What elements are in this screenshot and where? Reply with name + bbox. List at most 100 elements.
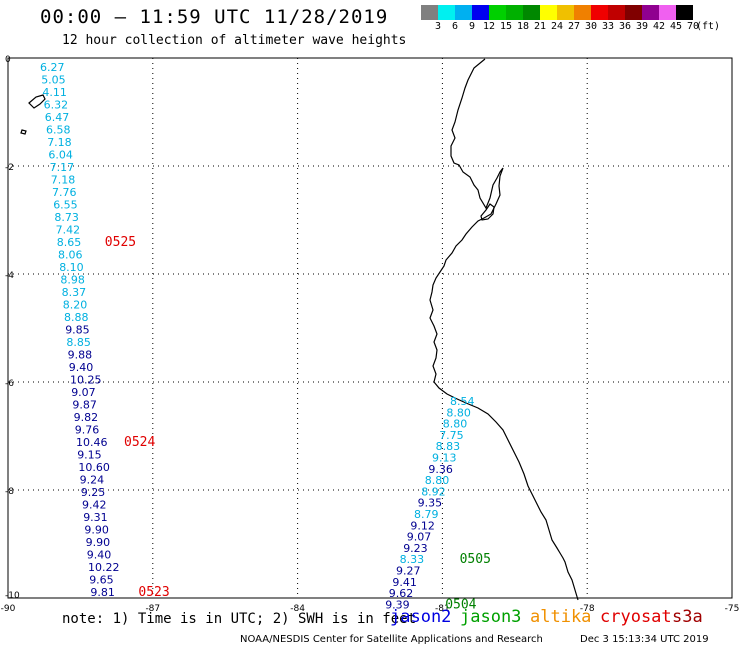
map-border: [7, 57, 733, 599]
legend-label: 27: [567, 21, 581, 32]
wave-height-value: 9.35: [418, 497, 443, 510]
satellite-altika: altika: [530, 607, 592, 627]
x-tick-label: -87: [145, 604, 160, 614]
wave-height-value: 6.27: [40, 61, 65, 74]
wave-height-value: 8.10: [59, 261, 83, 274]
wave-height-value: 10.22: [88, 561, 120, 574]
satellite-jason3: jason3: [460, 607, 522, 627]
wave-height-value: 9.82: [74, 411, 99, 424]
wave-height-value: 5.05: [41, 74, 65, 87]
x-tick-label: -90: [1, 604, 16, 614]
legend-label: 45: [669, 21, 683, 32]
wave-height-value: 8.65: [57, 236, 82, 249]
wave-height-value: 9.07: [407, 531, 432, 544]
wave-height-value: 6.47: [45, 111, 70, 124]
legend-swatch: [489, 5, 506, 20]
legend-label: (ft): [696, 21, 721, 32]
legend-label: 18: [516, 21, 530, 32]
color-legend-labels: 3 6 9 12 15 18 21 24 27 30 33 36 39 42 45 70 (ft): [421, 21, 740, 35]
galapagos-islet: [20, 129, 27, 135]
timestamp-text: Dec 3 15:13:34 UTC 2019: [580, 634, 709, 645]
wave-height-value: 8.98: [60, 274, 85, 287]
wave-height-value: 8.80: [443, 418, 468, 431]
wave-height-value: 9.23: [403, 542, 428, 555]
wave-height-value: 8.83: [436, 440, 461, 453]
wave-height-value: 6.58: [46, 124, 71, 137]
legend-swatch: [438, 5, 455, 20]
satellite-cryosat: cryosat: [600, 607, 672, 627]
wave-height-value: 6.32: [44, 99, 69, 112]
coastline: [20, 58, 579, 601]
legend-swatch: [540, 5, 557, 20]
wave-height-value: 8.80: [446, 406, 471, 419]
wave-height-value: 10.25: [70, 374, 102, 387]
wave-height-value: 9.15: [77, 449, 102, 462]
satellite-jason2: jason2: [390, 607, 452, 627]
y-tick-label: -8: [5, 487, 14, 497]
wave-height-value: 9.90: [84, 524, 109, 537]
wave-height-value: 9.62: [389, 587, 414, 600]
legend-label: 42: [652, 21, 666, 32]
wave-height-value: 9.24: [80, 474, 105, 487]
wave-height-value: 9.27: [396, 565, 421, 578]
legend-label: 36: [618, 21, 632, 32]
wave-height-value: 7.76: [52, 186, 77, 199]
wave-height-value: 8.92: [421, 485, 446, 498]
wave-height-value: 9.87: [72, 399, 97, 412]
wave-height-value: 7.18: [47, 136, 71, 149]
wave-height-value: 9.41: [392, 576, 417, 589]
wave-height-value: 6.04: [48, 149, 73, 162]
pass-time-label: 0523: [138, 585, 169, 600]
legend-label: 3: [434, 21, 442, 32]
legend-swatch: [659, 5, 676, 20]
legend-label: 24: [550, 21, 564, 32]
x-tick-label: -75: [725, 604, 740, 614]
wave-height-value: 10.46: [76, 436, 108, 449]
wave-height-value: 4.11: [42, 86, 67, 99]
legend-label: 30: [584, 21, 598, 32]
wave-height-value: 7.75: [439, 429, 464, 442]
wave-height-value: 8.79: [414, 508, 439, 521]
wave-height-value: 9.90: [86, 536, 111, 549]
map-subtitle: 12 hour collection of altimeter wave hei…: [62, 33, 407, 48]
color-legend: [421, 5, 693, 20]
legend-swatch: [557, 5, 574, 20]
wave-height-value: 9.42: [82, 499, 107, 512]
wave-height-value: 7.18: [51, 174, 76, 187]
wave-height-value: 7.17: [50, 161, 75, 174]
wave-height-value: 9.07: [71, 386, 96, 399]
wave-height-value: 8.37: [62, 286, 87, 299]
legend-label: 12: [482, 21, 496, 32]
x-tick-label: -78: [580, 604, 595, 614]
wave-height-value: 9.39: [385, 598, 410, 611]
credit-text: NOAA/NESDIS Center for Satellite Applica…: [240, 634, 543, 645]
legend-label: 33: [601, 21, 615, 32]
wave-height-value: 6.55: [53, 199, 77, 212]
map-title: 00:00 – 11:59 UTC 11/28/2019: [40, 6, 389, 28]
wave-height-value: 9.25: [81, 486, 106, 499]
legend-swatch: [676, 5, 693, 20]
legend-swatch: [421, 5, 438, 20]
right-altimeter-track: 8.548.808.807.758.839.139.368.808.929.35…: [385, 395, 491, 612]
y-tick-label: 0: [5, 55, 11, 65]
pass-time-label: 0505: [460, 552, 491, 567]
legend-label: 39: [635, 21, 649, 32]
legend-swatch: [608, 5, 625, 20]
legend-swatch: [523, 5, 540, 20]
legend-swatch: [455, 5, 472, 20]
wave-height-value: 9.31: [83, 511, 108, 524]
legend-swatch: [642, 5, 659, 20]
south-america-coastline: [429, 58, 579, 601]
wave-height-value: 9.40: [87, 549, 112, 562]
legend-swatch: [591, 5, 608, 20]
wave-height-value: 9.12: [410, 519, 435, 532]
wave-height-value: 9.85: [65, 324, 90, 337]
map-frame: -90 -87 -84 -81 -78 -75 0 -2 -4 -6 -8 -10: [1, 55, 740, 614]
wave-height-value: 7.42: [56, 224, 81, 237]
wave-height-value: 9.36: [428, 463, 453, 476]
gulf-island-outline: [480, 203, 495, 221]
legend-label: 9: [468, 21, 476, 32]
wave-height-value: 8.06: [58, 249, 83, 262]
legend-label: 21: [533, 21, 547, 32]
